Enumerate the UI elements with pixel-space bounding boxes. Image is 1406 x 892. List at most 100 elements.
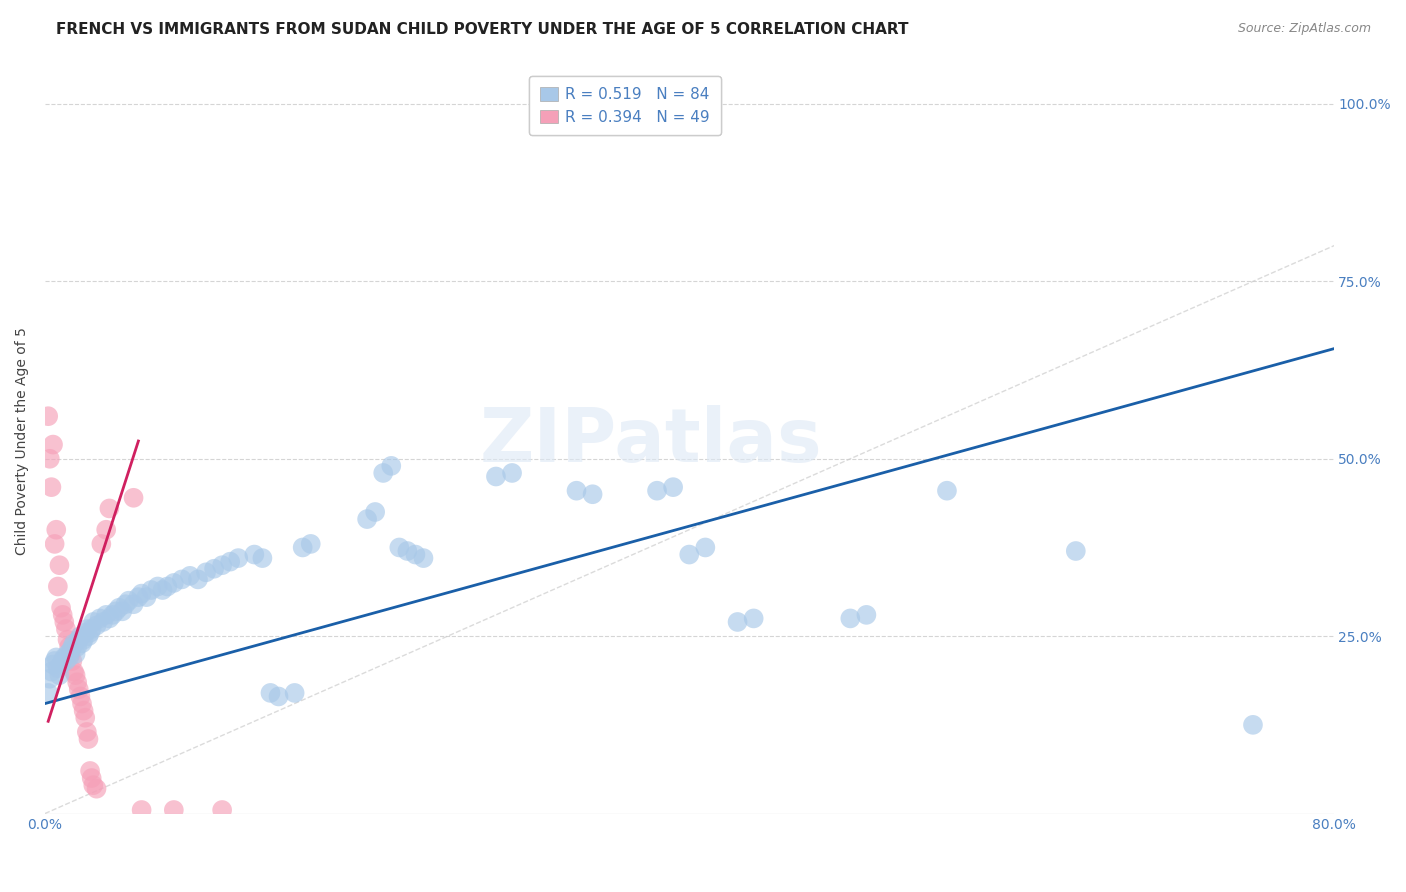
Text: FRENCH VS IMMIGRANTS FROM SUDAN CHILD POVERTY UNDER THE AGE OF 5 CORRELATION CHA: FRENCH VS IMMIGRANTS FROM SUDAN CHILD PO… xyxy=(56,22,908,37)
Point xyxy=(742,611,765,625)
Point xyxy=(485,469,508,483)
Point xyxy=(72,632,94,647)
Point xyxy=(37,409,59,424)
Point xyxy=(58,640,80,654)
Point xyxy=(131,586,153,600)
Point xyxy=(82,615,104,629)
Point xyxy=(146,579,169,593)
Point xyxy=(70,636,93,650)
Point xyxy=(45,650,67,665)
Point xyxy=(77,732,100,747)
Point xyxy=(91,615,114,629)
Point xyxy=(156,579,179,593)
Point xyxy=(152,582,174,597)
Point xyxy=(65,668,87,682)
Point xyxy=(211,558,233,573)
Point xyxy=(41,665,63,679)
Point xyxy=(63,636,86,650)
Point xyxy=(131,803,153,817)
Point xyxy=(53,615,76,629)
Point xyxy=(135,590,157,604)
Point xyxy=(89,611,111,625)
Point xyxy=(80,771,103,785)
Y-axis label: Child Poverty Under the Age of 5: Child Poverty Under the Age of 5 xyxy=(15,327,30,555)
Point xyxy=(67,632,90,647)
Point xyxy=(108,600,131,615)
Point xyxy=(48,668,70,682)
Point xyxy=(56,632,79,647)
Point xyxy=(76,622,98,636)
Point xyxy=(42,437,65,451)
Point xyxy=(59,647,82,661)
Point xyxy=(1241,718,1264,732)
Text: Source: ZipAtlas.com: Source: ZipAtlas.com xyxy=(1237,22,1371,36)
Point xyxy=(695,541,717,555)
Point xyxy=(187,573,209,587)
Point xyxy=(70,697,93,711)
Point xyxy=(252,551,274,566)
Point xyxy=(41,480,63,494)
Point xyxy=(170,573,193,587)
Point xyxy=(581,487,603,501)
Point xyxy=(44,537,66,551)
Point xyxy=(118,593,141,607)
Point xyxy=(45,523,67,537)
Point xyxy=(179,569,201,583)
Point xyxy=(96,607,118,622)
Point xyxy=(46,579,69,593)
Point xyxy=(66,640,89,654)
Point xyxy=(219,555,242,569)
Text: ZIPatlas: ZIPatlas xyxy=(479,405,823,477)
Point xyxy=(122,491,145,505)
Point xyxy=(163,803,186,817)
Point xyxy=(141,582,163,597)
Point xyxy=(839,611,862,625)
Point xyxy=(855,607,877,622)
Point xyxy=(55,654,77,668)
Point xyxy=(101,607,124,622)
Point xyxy=(404,548,426,562)
Point xyxy=(60,640,83,654)
Point xyxy=(226,551,249,566)
Point xyxy=(44,654,66,668)
Point xyxy=(69,690,91,704)
Point xyxy=(56,647,79,661)
Point xyxy=(195,566,218,580)
Point xyxy=(72,704,94,718)
Point xyxy=(98,611,121,625)
Point xyxy=(565,483,588,498)
Point xyxy=(52,654,75,668)
Point xyxy=(412,551,434,566)
Point xyxy=(98,501,121,516)
Point xyxy=(96,523,118,537)
Point xyxy=(80,622,103,636)
Point xyxy=(356,512,378,526)
Point xyxy=(662,480,685,494)
Point xyxy=(42,657,65,672)
Point xyxy=(388,541,411,555)
Point xyxy=(59,643,82,657)
Point xyxy=(65,647,87,661)
Point xyxy=(75,625,97,640)
Point xyxy=(49,657,72,672)
Point xyxy=(66,675,89,690)
Point xyxy=(53,650,76,665)
Point xyxy=(69,629,91,643)
Point xyxy=(38,451,60,466)
Point xyxy=(267,690,290,704)
Point xyxy=(37,686,59,700)
Point xyxy=(48,558,70,573)
Point xyxy=(86,618,108,632)
Point xyxy=(501,466,523,480)
Point xyxy=(163,576,186,591)
Point xyxy=(727,615,749,629)
Point xyxy=(1064,544,1087,558)
Point xyxy=(63,665,86,679)
Point xyxy=(104,604,127,618)
Point xyxy=(380,458,402,473)
Point xyxy=(127,590,149,604)
Point xyxy=(299,537,322,551)
Point xyxy=(373,466,395,480)
Point xyxy=(79,625,101,640)
Point xyxy=(202,562,225,576)
